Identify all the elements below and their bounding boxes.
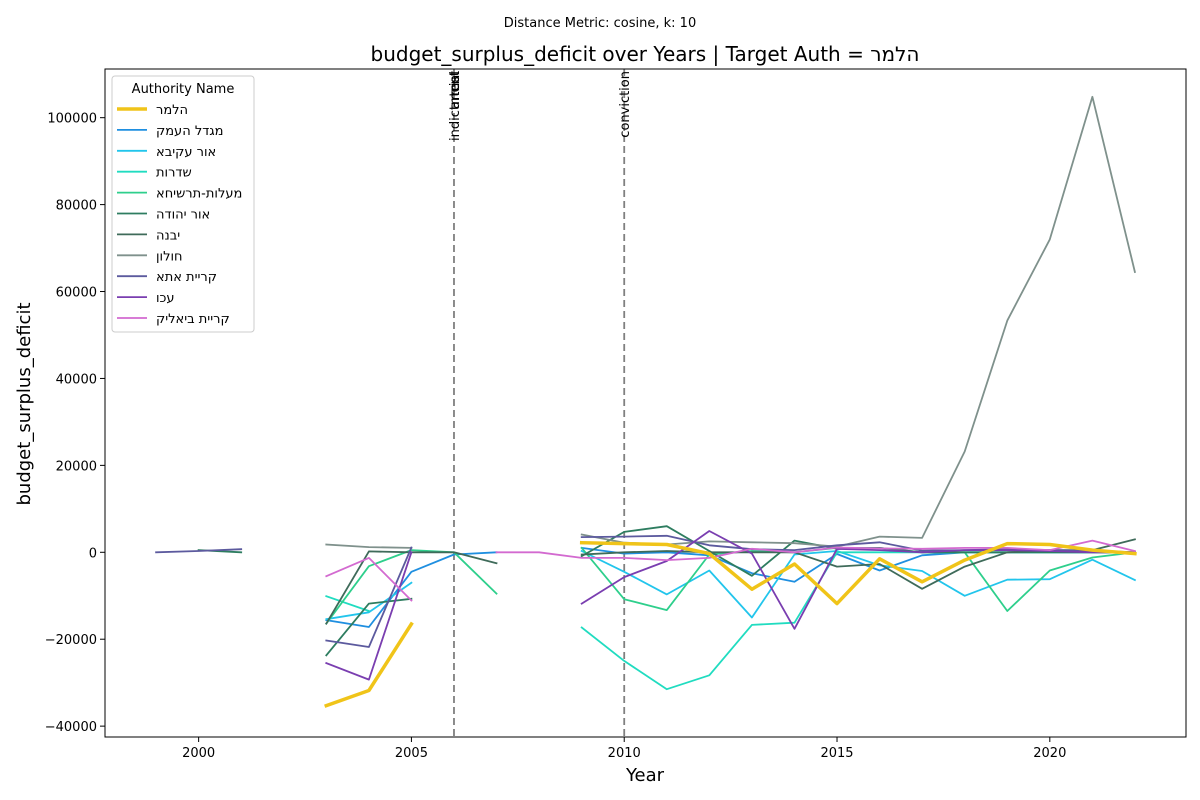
legend-box	[111, 75, 255, 333]
event-label: trial	[448, 71, 463, 97]
x-tick-label: 2005	[395, 746, 428, 761]
legend-label: קריית ביאליק	[156, 312, 230, 327]
x-axis-ticks: 2000 2005 2010 2015 2020	[182, 737, 1066, 761]
legend-label: אור יהודה	[156, 208, 210, 223]
y-axis-ticks: −40000 −20000 0 20000 40000 60000 80000 100000	[45, 112, 105, 735]
event-label: arrest	[448, 71, 463, 109]
series-line	[325, 530, 1136, 681]
x-tick-label: 2015	[820, 746, 853, 761]
legend-label: מגדל העמק	[156, 124, 224, 139]
y-tick-label: 20000	[56, 459, 97, 474]
y-tick-label: −40000	[45, 720, 97, 735]
legend-label: שדרות	[156, 166, 192, 181]
legend-title: Authority Name	[132, 82, 235, 97]
chart-suptitle: Distance Metric: cosine, k: 10	[504, 16, 696, 31]
x-axis-label: Year	[625, 765, 665, 786]
y-tick-label: 60000	[56, 286, 97, 301]
y-tick-label: −20000	[45, 633, 97, 648]
y-tick-label: 100000	[47, 112, 97, 127]
series-line	[324, 540, 1137, 708]
legend-label: חולון	[156, 249, 183, 264]
x-tick-label: 2010	[608, 746, 641, 761]
y-tick-label: 80000	[56, 199, 97, 214]
legend-items: הלמר מגדל העמק אור עקיבא שדרות מעלות-תרשיחא א…	[117, 103, 242, 327]
legend-label: הלמר	[156, 103, 188, 118]
series-lines	[155, 95, 1137, 708]
legend-label: אור עקיבא	[156, 145, 216, 160]
event-label: conviction	[618, 71, 633, 138]
y-axis-label: budget_surplus_deficit	[14, 302, 35, 505]
event-label: indictment	[448, 71, 463, 141]
series-line	[325, 539, 1136, 602]
y-tick-label: 0	[89, 546, 97, 561]
legend-label: מעלות-תרשיחא	[156, 187, 242, 202]
legend-label: קריית אתא	[156, 270, 217, 285]
x-tick-label: 2000	[182, 746, 215, 761]
x-tick-label: 2020	[1033, 746, 1066, 761]
series-line	[325, 95, 1136, 549]
legend-label: יבנה	[156, 228, 180, 243]
legend: Authority Name הלמר מגדל העמק אור עקיבא שדר…	[111, 75, 255, 333]
legend-label: עכו	[156, 291, 175, 306]
y-tick-label: 40000	[56, 372, 97, 387]
chart-title: budget_surplus_deficit over Years | Targ…	[371, 42, 920, 66]
plot-frame	[104, 68, 1187, 738]
